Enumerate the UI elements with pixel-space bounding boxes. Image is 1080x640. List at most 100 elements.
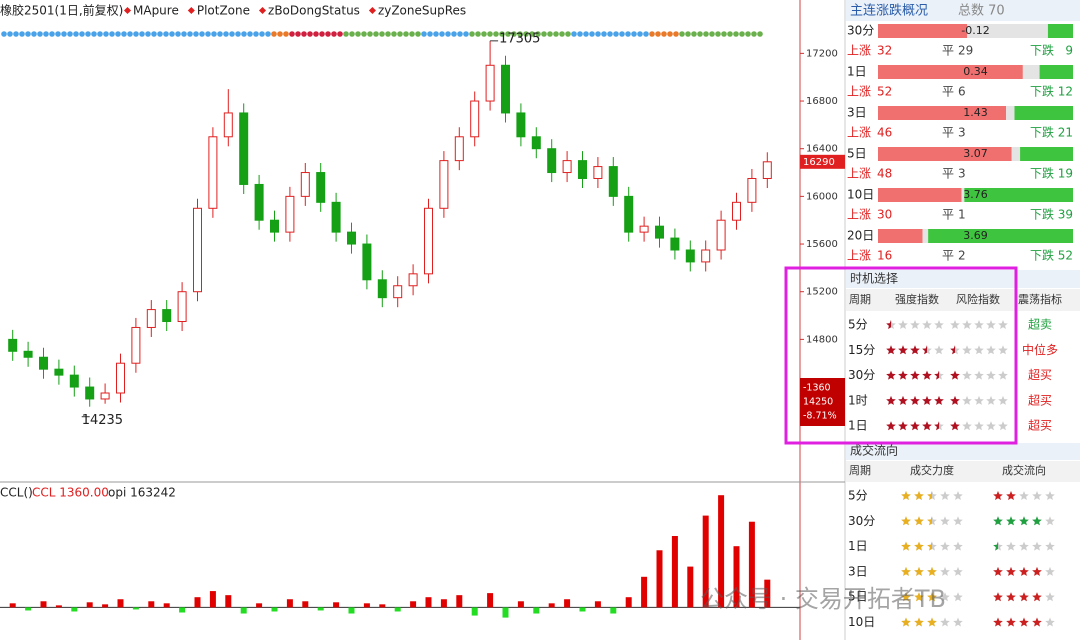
period: 10日: [847, 188, 874, 202]
star: [914, 592, 924, 602]
period: 5分: [848, 318, 868, 332]
timing-title: 时机选择: [850, 272, 898, 286]
ccl-bar: [425, 597, 432, 608]
star: [993, 566, 1003, 576]
breadth-flat: [1006, 106, 1015, 120]
ccl-bar: [163, 603, 170, 608]
candle-body: [362, 243, 372, 281]
star-fill: [914, 566, 924, 576]
star-bg: [974, 370, 984, 380]
last-price: 16290: [803, 157, 835, 168]
star: [1019, 566, 1029, 576]
status-dot: [727, 31, 733, 37]
ccl-bar: [132, 607, 139, 610]
flow-cols: [846, 461, 1080, 482]
period: 5日: [848, 590, 868, 604]
ccl-bar: [718, 495, 725, 608]
status-dot: [679, 31, 685, 37]
star-fill: [1006, 592, 1016, 602]
indicator: zyZoneSupRes: [378, 4, 466, 18]
status-dot: [175, 31, 181, 37]
candle-body: [501, 64, 510, 114]
down-label: 下跌: [1030, 248, 1054, 263]
ccl-bar: [533, 607, 540, 614]
star-fill: [901, 491, 911, 500]
ccl-bar: [148, 601, 155, 608]
legend-diamond: [368, 6, 376, 15]
period: 1日: [847, 65, 867, 79]
info-change: -1360: [803, 383, 831, 394]
status-dot: [127, 31, 133, 37]
star: [898, 421, 908, 431]
y-tick-label: 15200: [806, 287, 838, 298]
star-fill: [914, 516, 924, 526]
star-bg: [940, 566, 950, 576]
change: 3.69: [963, 229, 988, 242]
star-fill: [886, 345, 896, 355]
status-dot: [745, 31, 751, 37]
star: [1006, 592, 1016, 602]
ccl-bar: [179, 607, 186, 613]
status-dot: [517, 31, 523, 37]
star: [922, 421, 932, 431]
star-bg: [940, 617, 950, 627]
breadth-up: [878, 147, 1012, 161]
candle-body: [331, 201, 341, 233]
star-fill: [927, 566, 937, 576]
status-dot: [265, 31, 271, 37]
star-fill: [950, 345, 955, 355]
legend-diamond: [258, 6, 267, 15]
legend-diamond: [187, 6, 195, 15]
candle-body: [254, 183, 264, 221]
overview-title: 主连涨跌概况: [850, 3, 928, 19]
ccl-bar: [86, 602, 93, 608]
status-dot: [67, 31, 73, 37]
ccl-bar: [440, 599, 447, 608]
star-bg: [1032, 491, 1042, 500]
star: [914, 541, 924, 551]
status-dot: [637, 31, 643, 37]
candle-body: [177, 291, 187, 323]
star-fill: [1006, 491, 1016, 500]
breadth-down: [1047, 24, 1073, 38]
star: [950, 421, 960, 431]
status-dot: [397, 31, 403, 37]
star-bg: [953, 541, 963, 551]
breadth-flat: [961, 188, 965, 202]
change: 3.76: [963, 188, 988, 201]
star-fill: [898, 370, 908, 380]
star: [886, 320, 891, 329]
info-box: [800, 378, 845, 426]
candle-body: [454, 136, 464, 162]
star-fill: [910, 395, 920, 405]
star-bg: [953, 566, 963, 576]
status-dot: [469, 31, 475, 37]
breadth-flat: [1022, 65, 1040, 79]
candle-body: [23, 350, 33, 358]
flat-count: 3: [958, 126, 966, 140]
star-bg: [940, 516, 950, 526]
down-label: 下跌: [1030, 43, 1054, 58]
star-bg: [998, 370, 1008, 380]
ccl-bar: [487, 593, 494, 608]
status-dot: [403, 31, 409, 37]
star: [927, 592, 937, 602]
star-fill: [950, 421, 960, 431]
status-dot: [259, 31, 265, 37]
star: [934, 421, 939, 431]
period: 1日: [848, 539, 868, 553]
star-bg: [1045, 592, 1055, 602]
star-fill: [950, 370, 960, 380]
down-count: 39: [1058, 208, 1073, 222]
status-dot: [565, 31, 571, 37]
y-tick-label: 16000: [806, 191, 838, 202]
star: [934, 370, 939, 380]
star: [914, 566, 924, 576]
status-dot: [427, 31, 433, 37]
status-dot: [7, 31, 13, 37]
status-dot: [229, 31, 235, 37]
status-dot: [19, 31, 25, 37]
star: [886, 421, 896, 431]
candle-body: [547, 148, 557, 174]
status-dot: [181, 31, 187, 37]
